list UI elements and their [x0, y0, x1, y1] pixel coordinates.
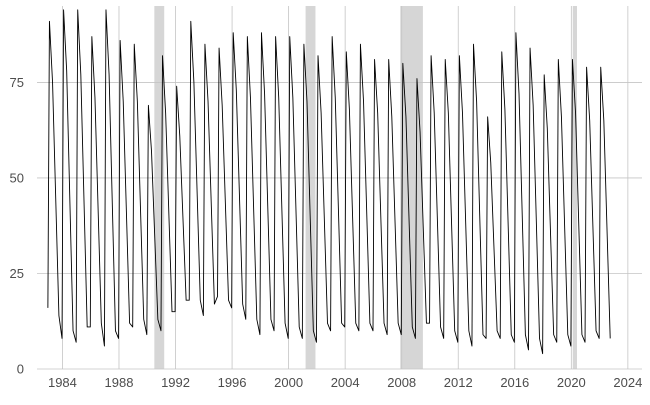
gridlines [37, 6, 642, 370]
x-tick-label: 1996 [218, 375, 247, 390]
x-tick-label: 1992 [161, 375, 190, 390]
y-tick-label: 0 [17, 362, 24, 377]
x-tick-label: 2020 [557, 375, 586, 390]
series-layer [47, 9, 611, 355]
y-tick-label: 50 [10, 170, 24, 185]
y-axis-ticks: 0 25 50 75 [10, 75, 24, 377]
x-tick-label: 2008 [387, 375, 416, 390]
x-tick-label: 2012 [444, 375, 473, 390]
y-tick-label: 25 [10, 266, 24, 281]
x-axis-ticks: 1984 1988 1992 1996 2000 2004 2008 2012 2016 2020… [48, 375, 642, 390]
series-line [47, 9, 611, 355]
x-tick-label: 2004 [331, 375, 360, 390]
recession-band [572, 6, 577, 369]
x-tick-label: 2016 [500, 375, 529, 390]
recession-band [154, 6, 165, 369]
x-tick-label: 2024 [613, 375, 642, 390]
x-tick-label: 2000 [274, 375, 303, 390]
x-tick-label: 1984 [48, 375, 77, 390]
recession-band [305, 6, 316, 369]
y-tick-label: 75 [10, 75, 24, 90]
x-tick-label: 1988 [105, 375, 134, 390]
